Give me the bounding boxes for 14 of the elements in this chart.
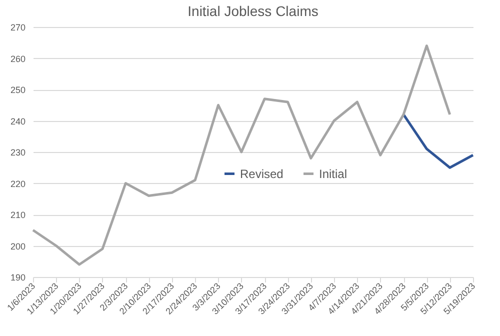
legend-label: Revised — [240, 166, 284, 181]
line-series — [402, 113, 474, 169]
y-tick-label: 190 — [10, 272, 26, 282]
y-tick-label: 270 — [10, 22, 26, 32]
y-tick-label: 220 — [10, 178, 26, 189]
y-tick-label: 230 — [10, 148, 26, 158]
y-tick-label: 260 — [10, 54, 26, 64]
y-tick-label: 200 — [10, 241, 26, 252]
legend-label: Initial — [319, 166, 348, 181]
y-tick-label: 240 — [10, 116, 26, 126]
y-tick-label: 250 — [10, 85, 26, 95]
chart-title: Initial Jobless Claims — [188, 3, 318, 19]
y-tick-label: 210 — [10, 210, 26, 220]
line-series — [32, 44, 452, 266]
